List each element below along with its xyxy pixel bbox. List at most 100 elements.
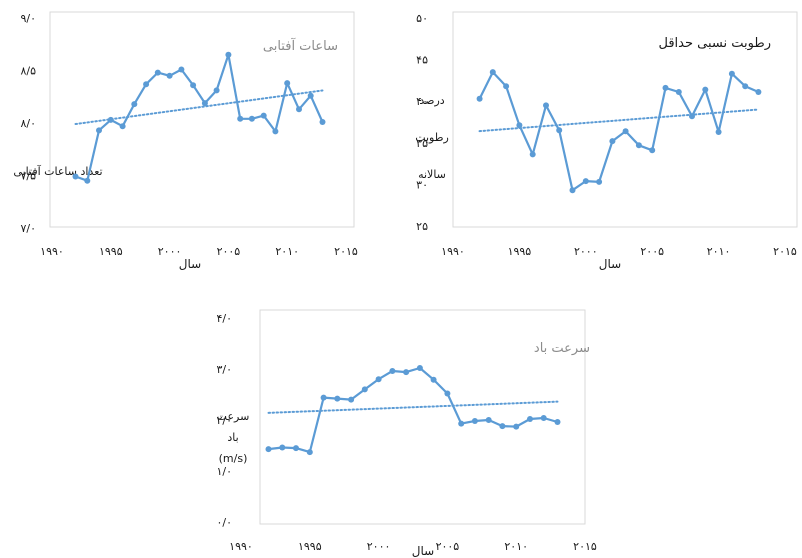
data-point	[260, 112, 267, 119]
data-point	[635, 142, 642, 149]
y-tick-label: ۳/۰	[216, 363, 232, 376]
data-point	[334, 395, 341, 402]
x-tick-label: ۱۹۹۰	[40, 245, 64, 258]
plot-frame	[452, 11, 798, 228]
data-point	[279, 444, 286, 451]
y-axis-label: (m/s)	[219, 452, 248, 465]
y-tick-label: ۴۵	[416, 54, 428, 67]
data-point	[675, 89, 682, 95]
data-point	[689, 113, 695, 120]
trendline	[267, 400, 559, 414]
data-point	[201, 100, 208, 107]
data-point	[143, 81, 150, 88]
x-tick-label: ۲۰۰۵	[640, 245, 664, 258]
data-point	[375, 376, 382, 383]
data-point	[320, 394, 327, 401]
x-tick-label: ۱۹۹۵	[508, 245, 532, 258]
data-point	[513, 423, 520, 430]
data-point	[458, 420, 465, 427]
chart-2: ۲۵ ۳۰ ۳۵ ۴۰ ۴۵ ۵۰ ۱۹۹۰ ۱۹۹۵ ۲۰۰۰ ۲۰۰۵ ۲۰۱۰ ۲۰۱۵ سال د…	[415, 11, 798, 271]
data-point	[489, 69, 496, 76]
x-tick-label: ۲۰۰۵	[436, 540, 460, 553]
data-point	[728, 70, 735, 77]
data-point	[622, 128, 629, 135]
data-point	[527, 416, 533, 422]
y-tick-label: ۳۵	[416, 137, 428, 150]
data-point	[609, 138, 616, 145]
data-point	[416, 365, 423, 371]
data-point	[755, 89, 762, 95]
data-point	[272, 128, 279, 135]
data-point	[582, 178, 589, 185]
data-point	[265, 446, 272, 453]
x-tick-label: ۲۰۰۰	[367, 540, 391, 553]
data-point	[284, 80, 291, 87]
data-point	[554, 419, 561, 425]
data-point	[296, 106, 302, 113]
x-tick-label: ۱۹۹۵	[298, 540, 322, 553]
y-tick-label: ۴۰	[416, 95, 428, 108]
data-point	[361, 386, 368, 393]
x-tick-label: ۲۰۰۰	[574, 245, 598, 258]
series-line	[268, 366, 558, 454]
data-point	[306, 449, 313, 456]
y-tick-label: ۹/۰	[20, 12, 36, 25]
x-tick-label: ۲۰۱۰	[275, 245, 299, 258]
chart-title: سرعت باد	[534, 341, 590, 356]
data-point	[166, 72, 173, 79]
series-line	[478, 70, 759, 192]
data-point	[540, 415, 547, 421]
data-point	[190, 82, 197, 89]
y-axis-label: تعداد ساعات آفتابی	[13, 164, 102, 178]
data-point	[596, 178, 603, 185]
data-point	[702, 86, 709, 93]
data-point	[348, 396, 355, 403]
x-axis-label: سال	[599, 257, 621, 271]
data-point	[499, 423, 506, 430]
data-point	[556, 127, 563, 134]
x-tick-label: ۲۰۱۰	[707, 245, 731, 258]
data-point	[389, 368, 396, 374]
data-point	[307, 92, 314, 99]
y-tick-label: ۲/۰	[216, 414, 232, 427]
x-tick-label: ۲۰۱۵	[334, 245, 358, 258]
x-tick-label: ۱۹۹۰	[229, 540, 253, 553]
y-tick-label: ۸/۵	[20, 65, 36, 78]
data-point	[96, 127, 102, 134]
data-point	[503, 83, 510, 90]
data-point	[237, 115, 244, 122]
chart-title: رطوبت نسبی حداقل	[659, 36, 772, 51]
x-tick-label: ۱۹۹۰	[441, 245, 465, 258]
chart-title: ساعات آفتابی	[263, 37, 338, 54]
y-axis-label: باد	[227, 431, 238, 444]
trendline	[74, 89, 324, 126]
data-point	[107, 116, 114, 123]
x-tick-label: ۲۰۱۵	[573, 540, 597, 553]
y-tick-label: ۵۰	[416, 12, 428, 25]
x-axis-label: سال	[179, 257, 201, 271]
x-tick-label: ۲۰۱۰	[504, 540, 528, 553]
chart-3: ۰/۰ ۱/۰ ۲/۰ ۳/۰ ۴/۰ ۱۹۹۰ ۱۹۹۵ ۲۰۰۰ ۲۰۰۵ ۲۰۱۰ ۲۰۱۵ س…	[216, 309, 597, 558]
data-point	[444, 390, 451, 397]
data-point	[715, 129, 722, 135]
plot-frame	[49, 11, 355, 228]
x-axis-label: سال	[412, 544, 434, 558]
chart-1: ۷/۰ ۷/۵ ۸/۰ ۸/۵ ۹/۰ ۱۹۹۰ ۱۹۹۵ ۲۰۰۰ ۲۰۰۵ ۲۰۱۰ ۲۰۱۵ س…	[13, 11, 358, 271]
data-point	[569, 187, 576, 194]
data-point	[485, 417, 492, 423]
y-tick-label: ۴/۰	[216, 312, 232, 325]
data-point	[84, 177, 91, 184]
y-tick-label: ۱/۰	[216, 465, 232, 478]
data-point	[742, 83, 749, 90]
data-point	[403, 369, 410, 376]
data-point	[248, 115, 255, 122]
data-point	[72, 173, 79, 180]
y-axis-label: رطوبت	[415, 131, 449, 144]
y-tick-label: ۷/۵	[20, 170, 36, 183]
x-tick-label: ۲۰۰۵	[217, 245, 241, 258]
plot-frame	[259, 309, 586, 525]
data-point	[649, 147, 656, 154]
data-point	[178, 66, 185, 73]
data-point	[319, 119, 326, 125]
